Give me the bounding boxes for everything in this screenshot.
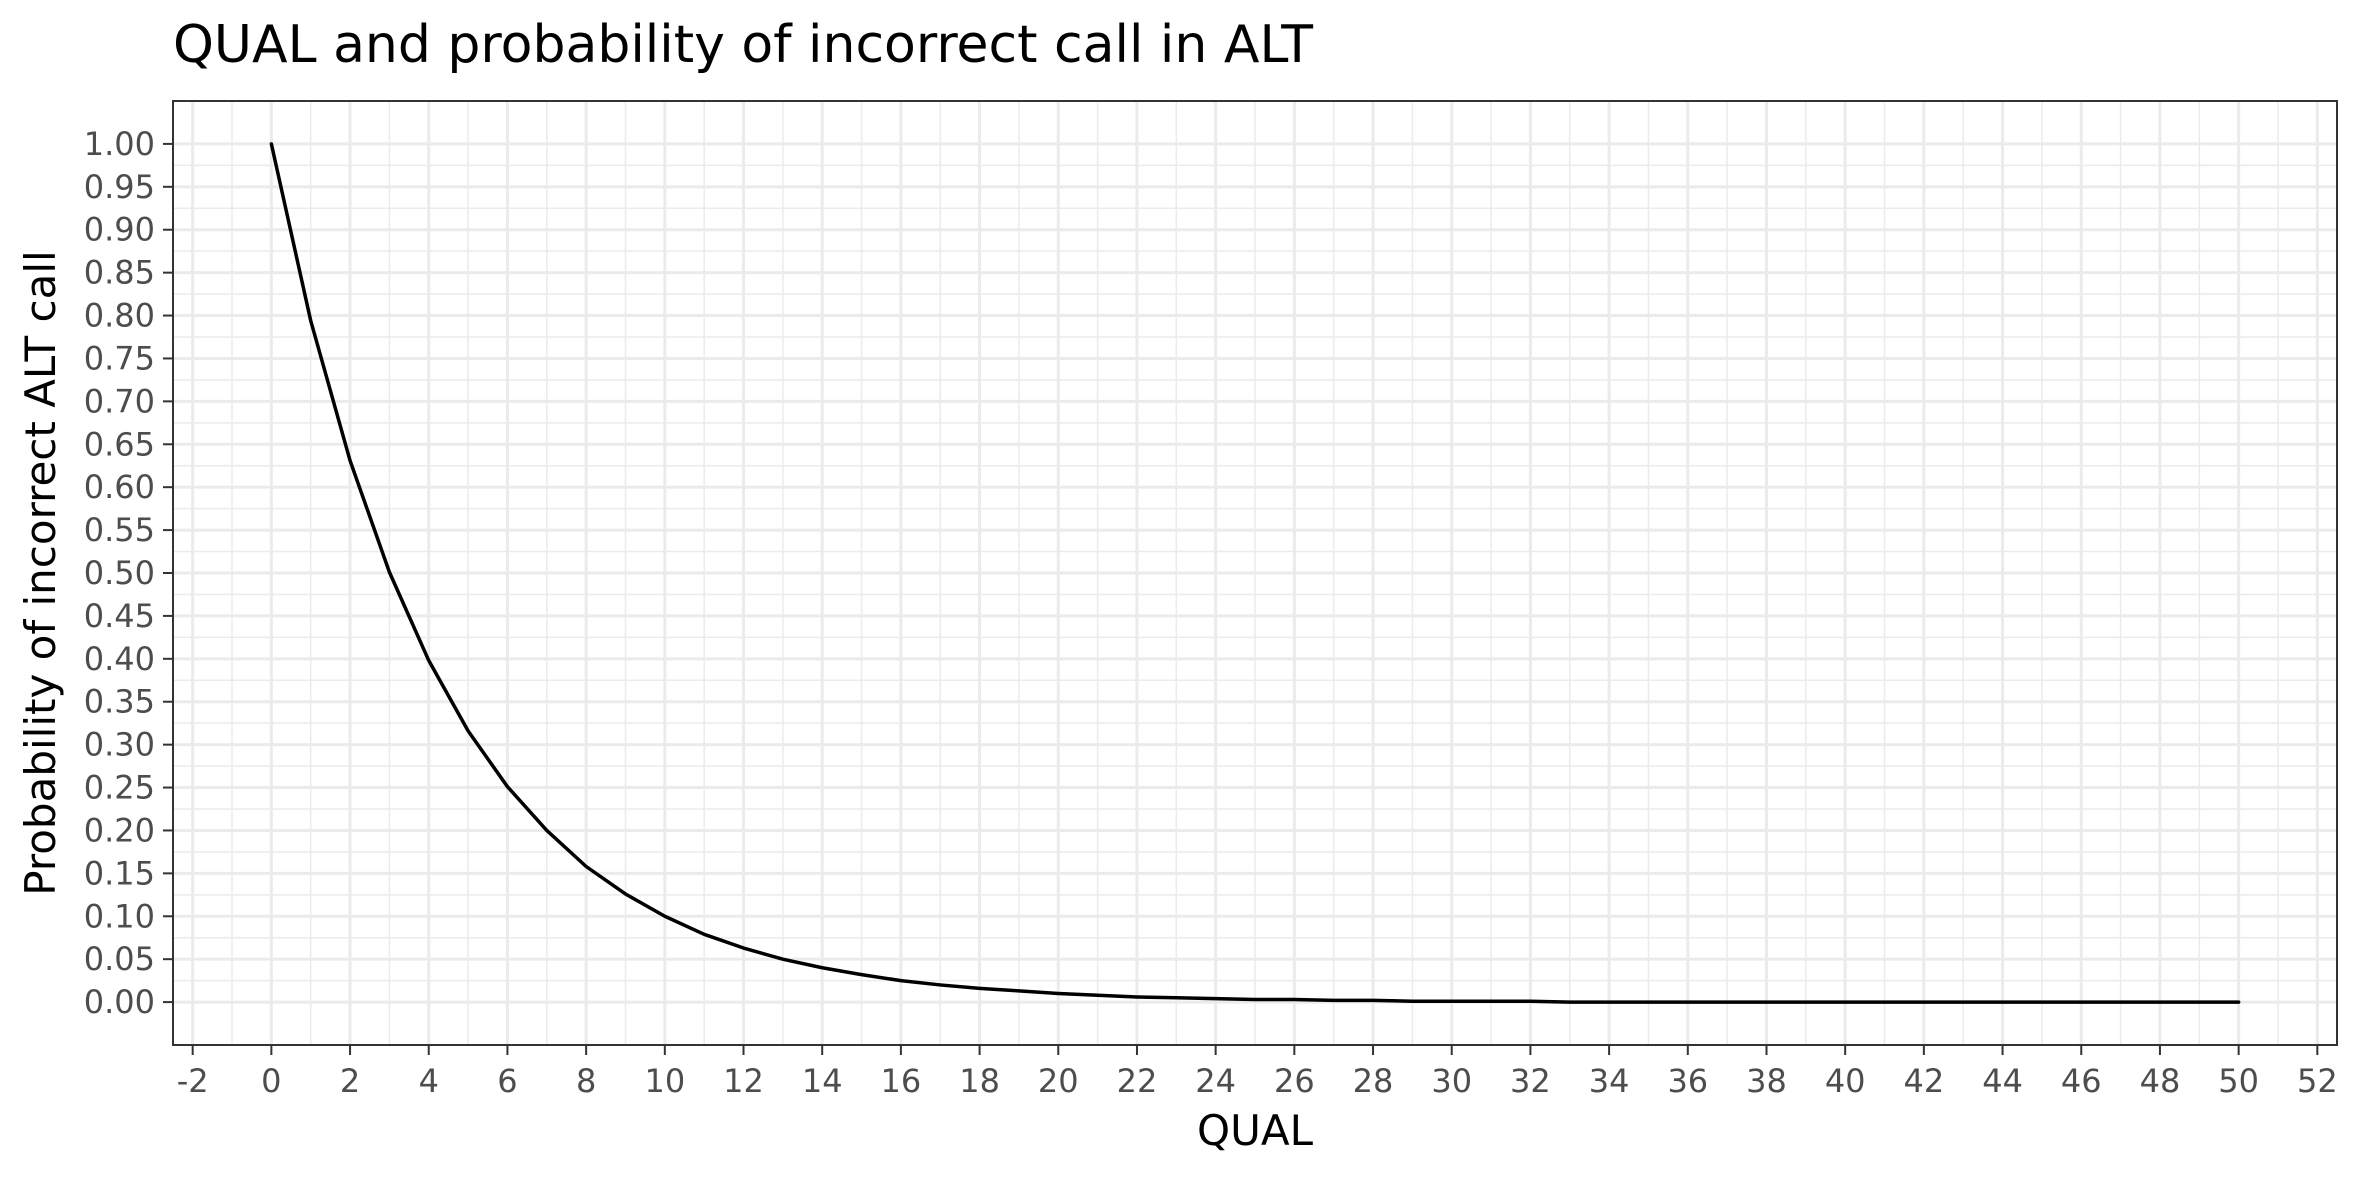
x-tick-label: 8 [576, 1062, 596, 1100]
y-tick-label: 0.70 [84, 382, 155, 420]
x-tick-label: 26 [1274, 1062, 1315, 1100]
x-tick-label: 12 [723, 1062, 764, 1100]
y-tick-label: 0.80 [84, 297, 155, 335]
x-tick-label: -2 [177, 1062, 209, 1100]
y-tick-label: 0.25 [84, 769, 155, 807]
x-tick-label: 40 [1825, 1062, 1866, 1100]
y-axis: 0.00 0.05 0.10 0.15 0.20 0.25 0.30 0.35 0.40 0.45… [84, 125, 173, 1021]
x-tick-label: 28 [1353, 1062, 1394, 1100]
grid [173, 101, 2337, 1045]
y-tick-label: 0.95 [84, 168, 155, 206]
y-tick-label: 0.15 [84, 854, 155, 892]
x-tick-label: 48 [2140, 1062, 2181, 1100]
x-tick-label: 14 [802, 1062, 843, 1100]
x-tick-label: 24 [1195, 1062, 1236, 1100]
x-tick-label: 18 [959, 1062, 1000, 1100]
y-tick-label: 1.00 [84, 125, 155, 163]
y-tick-label: 0.55 [84, 511, 155, 549]
y-tick-label: 0.35 [84, 683, 155, 721]
series-line [269, 142, 2241, 1004]
x-tick-label: 16 [881, 1062, 922, 1100]
x-axis-title: QUAL [1197, 1106, 1314, 1155]
y-tick-label: 0.05 [84, 940, 155, 978]
y-tick-label: 0.00 [84, 983, 155, 1021]
plot-area [269, 142, 2241, 1004]
x-tick-label: 50 [2218, 1062, 2259, 1100]
x-tick-label: 44 [1982, 1062, 2023, 1100]
x-tick-label: 6 [497, 1062, 517, 1100]
x-tick-label: 38 [1746, 1062, 1787, 1100]
y-tick-label: 0.45 [84, 597, 155, 635]
x-tick-label: 30 [1431, 1062, 1472, 1100]
y-tick-label: 0.40 [84, 640, 155, 678]
x-tick-label: 0 [261, 1062, 281, 1100]
x-axis: -2 0 2 4 6 8 10 12 14 16 18 20 22 24 26 28 30 32 34 36 38 40 4… [177, 1045, 2338, 1100]
y-tick-label: 0.75 [84, 339, 155, 377]
x-tick-label: 4 [419, 1062, 439, 1100]
y-tick-label: 0.60 [84, 468, 155, 506]
chart-title: QUAL and probability of incorrect call i… [173, 15, 1313, 75]
y-axis-title: Probability of incorrect ALT call [16, 250, 65, 895]
y-tick-label: 0.20 [84, 811, 155, 849]
y-tick-label: 0.90 [84, 211, 155, 249]
y-tick-label: 0.10 [84, 897, 155, 935]
x-tick-label: 22 [1117, 1062, 1158, 1100]
x-tick-label: 52 [2297, 1062, 2338, 1100]
x-tick-label: 2 [340, 1062, 360, 1100]
y-tick-label: 0.30 [84, 726, 155, 764]
y-tick-label: 0.50 [84, 554, 155, 592]
y-tick-label: 0.85 [84, 254, 155, 292]
x-tick-label: 10 [644, 1062, 685, 1100]
y-tick-label: 0.65 [84, 425, 155, 463]
x-tick-label: 46 [2061, 1062, 2102, 1100]
x-tick-label: 20 [1038, 1062, 1079, 1100]
x-tick-label: 42 [1904, 1062, 1945, 1100]
x-tick-label: 32 [1510, 1062, 1551, 1100]
x-tick-label: 36 [1667, 1062, 1708, 1100]
x-tick-label: 34 [1589, 1062, 1630, 1100]
